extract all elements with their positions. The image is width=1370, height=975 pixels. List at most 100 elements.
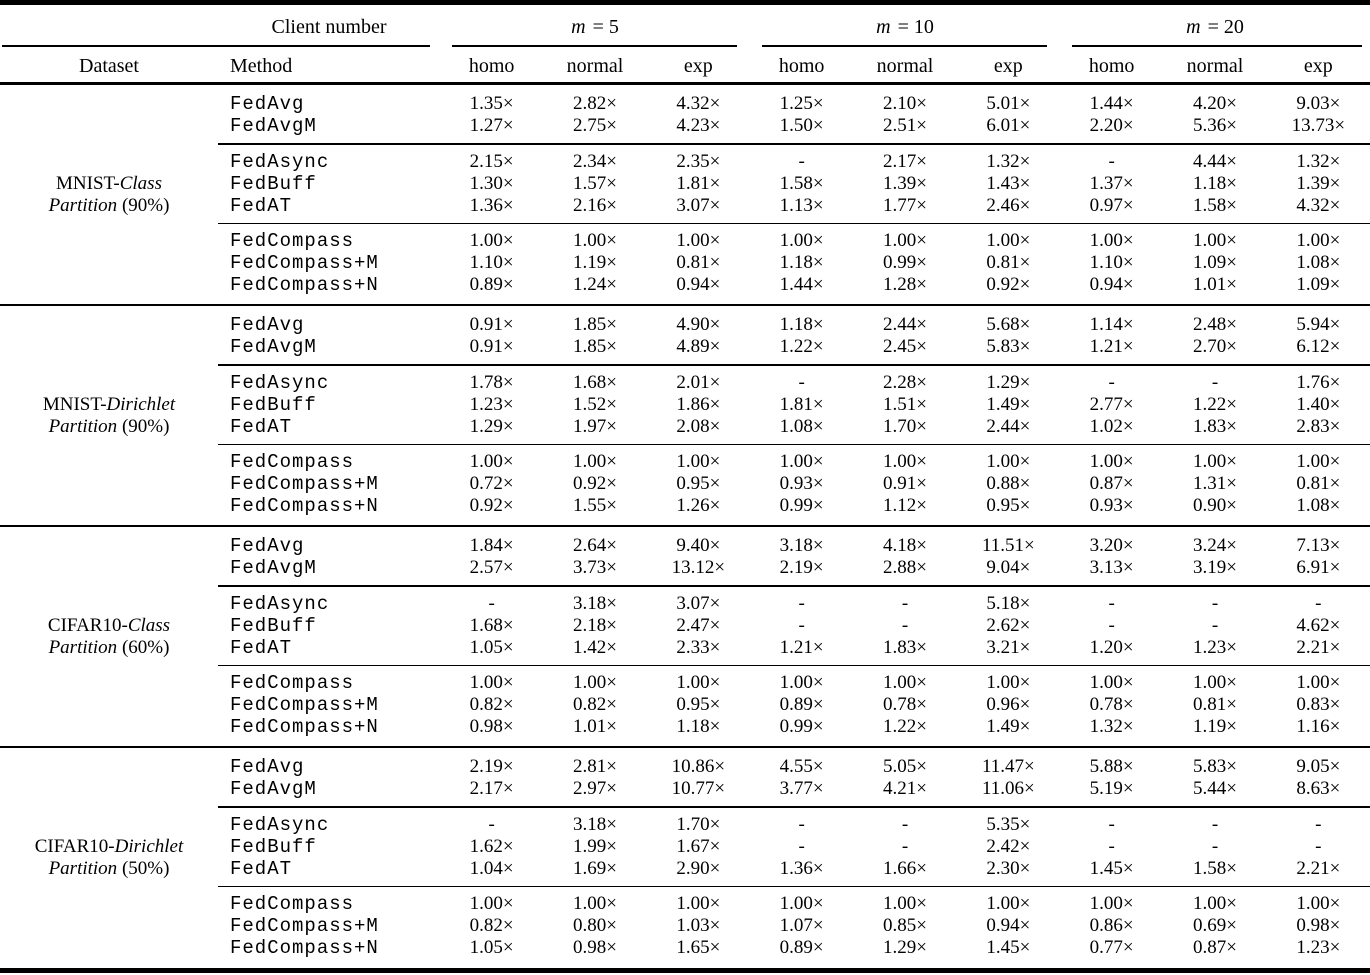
speedup-value: 1.39× bbox=[883, 172, 927, 194]
speedup-value: 2.88× bbox=[883, 557, 927, 578]
block-separator-rule bbox=[218, 222, 1370, 224]
speedup-value: 1.29× bbox=[883, 937, 927, 958]
speedup-value: 1.68× bbox=[469, 614, 514, 636]
speedup-value: 2.30× bbox=[986, 857, 1031, 879]
block-separator-rule bbox=[218, 585, 1370, 587]
speedup-value: 1.32× bbox=[1296, 150, 1341, 172]
speedup-value: 11.51× bbox=[981, 535, 1035, 556]
speedup-value: 1.78× bbox=[469, 371, 514, 393]
table-row: FedCompass 1.00× 1.00× 1.00× 1.00× 1.00× 1.00×… bbox=[218, 893, 1370, 915]
speedup-value: - bbox=[1108, 592, 1115, 614]
speedup-value: 1.01× bbox=[1193, 274, 1237, 295]
block-separator-rule bbox=[218, 364, 1370, 366]
dataset-label: MNIST-Dirichlet Partition (90%) bbox=[0, 314, 218, 517]
speedup-value: 2.48× bbox=[1193, 314, 1237, 335]
method-name: FedCompass bbox=[230, 451, 355, 473]
speedup-value: 1.68× bbox=[573, 371, 617, 393]
table-bottom-rule bbox=[0, 968, 1370, 973]
speedup-value: 4.32× bbox=[676, 93, 721, 114]
speedup-value: 9.05× bbox=[1296, 756, 1341, 777]
table-row: FedAT 1.05× 1.42× 2.33× 1.21× 1.83× 3.21× 1.20×… bbox=[218, 637, 1370, 659]
speedup-value: 1.00× bbox=[779, 230, 824, 251]
table-row: FedCompass+N 0.98× 1.01× 1.18× 0.99× 1.22× 1.4… bbox=[218, 716, 1370, 738]
speedup-value: 1.58× bbox=[1193, 857, 1237, 879]
m10-underline bbox=[762, 45, 1047, 47]
speedup-value: 2.47× bbox=[676, 614, 721, 636]
m-value: = 5 bbox=[592, 15, 619, 38]
speedup-value: 1.28× bbox=[883, 274, 927, 295]
speedup-value: 2.75× bbox=[573, 115, 617, 136]
speedup-value: 0.96× bbox=[986, 694, 1031, 715]
m10-exp-header: exp bbox=[993, 55, 1023, 77]
m5-exp-header: exp bbox=[683, 55, 713, 77]
speedup-value: 0.92× bbox=[573, 473, 617, 494]
table-row: FedBuff 1.62× 1.99× 1.67× - - 2.42× - - - bbox=[218, 836, 1370, 858]
speedup-value: - bbox=[798, 614, 805, 636]
speedup-value: 0.78× bbox=[1089, 694, 1134, 715]
table-row: FedBuff 1.23× 1.52× 1.86× 1.81× 1.51× 1.49× 2.7… bbox=[218, 394, 1370, 416]
table-row: FedAvg 2.19× 2.81× 10.86× 4.55× 5.05× 11.47× 5.… bbox=[218, 756, 1370, 778]
speedup-value: 9.40× bbox=[676, 535, 721, 556]
m-variable: m bbox=[571, 15, 586, 38]
dataset-label: CIFAR10-Dirichlet Partition (50%) bbox=[0, 756, 218, 959]
speedup-value: 5.83× bbox=[1193, 756, 1237, 777]
speedup-value: 7.13× bbox=[1296, 535, 1341, 556]
table-row: FedAvgM 1.27× 2.75× 4.23× 1.50× 2.51× 6.01× 2.2… bbox=[218, 115, 1370, 137]
table-row: FedBuff 1.30× 1.57× 1.81× 1.58× 1.39× 1.43× 1.3… bbox=[218, 173, 1370, 195]
speedup-value: 3.07× bbox=[676, 592, 721, 614]
block-separator-rule bbox=[218, 806, 1370, 808]
speedup-value: 2.46× bbox=[986, 194, 1031, 216]
speedup-value: 1.32× bbox=[1089, 716, 1134, 737]
speedup-value: 3.21× bbox=[986, 636, 1031, 658]
speedup-value: 1.21× bbox=[779, 636, 824, 658]
speedup-value: 1.07× bbox=[779, 915, 824, 936]
speedup-value: 1.19× bbox=[1193, 716, 1237, 737]
speedup-value: 0.72× bbox=[469, 473, 514, 494]
speedup-value: 1.00× bbox=[986, 672, 1031, 693]
table-row: FedCompass 1.00× 1.00× 1.00× 1.00× 1.00× 1.00×… bbox=[218, 451, 1370, 473]
speedup-value: 1.05× bbox=[469, 636, 514, 658]
speedup-value: - bbox=[1211, 813, 1219, 835]
speedup-value: 0.87× bbox=[1089, 473, 1134, 494]
speedup-value: - bbox=[488, 813, 495, 835]
speedup-value: - bbox=[901, 614, 909, 636]
m20-normal-header: normal bbox=[1186, 55, 1244, 77]
speedup-value: 3.18× bbox=[573, 813, 617, 835]
method-name: FedCompass+M bbox=[230, 252, 379, 274]
speedup-value: 5.18× bbox=[986, 592, 1031, 614]
speedup-value: 3.20× bbox=[1089, 535, 1134, 556]
method-name: FedAT bbox=[230, 194, 293, 217]
speedup-value: 1.00× bbox=[573, 672, 617, 693]
speedup-value: 1.04× bbox=[469, 857, 514, 879]
table-row: FedCompass+M 0.82× 0.82× 0.95× 0.89× 0.78× 0.9… bbox=[218, 694, 1370, 716]
speedup-value: 1.58× bbox=[1193, 194, 1237, 216]
speedup-value: 1.00× bbox=[883, 451, 927, 472]
speedup-value: 2.17× bbox=[883, 150, 927, 172]
speedup-value: - bbox=[901, 592, 909, 614]
client-number-header: Client number bbox=[271, 15, 387, 38]
dataset-label-line: CIFAR10-Dirichlet bbox=[35, 836, 184, 858]
dataset-label-line: MNIST-Dirichlet bbox=[43, 394, 175, 416]
dataset-group: CIFAR10-Dirichlet Partition (50%) FedAvg 2.… bbox=[0, 746, 1370, 967]
speedup-value: 0.80× bbox=[573, 915, 617, 936]
speedup-value: 2.17× bbox=[469, 778, 514, 799]
speedup-value: 0.94× bbox=[1089, 274, 1134, 295]
table-row: FedCompass 1.00× 1.00× 1.00× 1.00× 1.00× 1.00×… bbox=[218, 672, 1370, 694]
column-header-row: Dataset Method homo normal exp homo norm… bbox=[0, 51, 1370, 82]
m5-homo-header: homo bbox=[468, 55, 515, 77]
speedup-value: 2.34× bbox=[573, 150, 617, 172]
method-name: FedAT bbox=[230, 857, 293, 880]
method-block: FedCompass 1.00× 1.00× 1.00× 1.00× 1.00× 1.00×… bbox=[218, 672, 1370, 738]
speedup-value: 1.84× bbox=[469, 535, 514, 556]
speedup-value: 1.00× bbox=[779, 672, 824, 693]
table-top-rule bbox=[0, 0, 1370, 5]
speedup-value: - bbox=[798, 371, 805, 393]
speedup-value: 0.81× bbox=[1296, 473, 1341, 494]
speedup-value: 11.47× bbox=[981, 756, 1035, 777]
dataset-label-line: Partition (50%) bbox=[49, 858, 170, 880]
speedup-value: 1.86× bbox=[676, 393, 721, 415]
speedup-value: 0.99× bbox=[779, 495, 824, 516]
speedup-value: 1.81× bbox=[676, 172, 721, 194]
speedup-value: 1.00× bbox=[1089, 672, 1134, 693]
method-name: FedBuff bbox=[230, 393, 317, 416]
